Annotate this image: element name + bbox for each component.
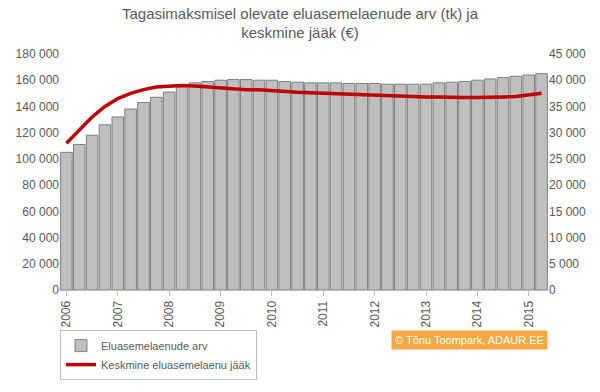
svg-text:160 000: 160 000 (16, 73, 60, 87)
svg-text:80 000: 80 000 (22, 178, 59, 192)
svg-text:100 000: 100 000 (16, 152, 60, 166)
svg-text:15 000: 15 000 (549, 205, 586, 219)
svg-text:Eluasemelaenude arv: Eluasemelaenude arv (101, 340, 208, 352)
svg-text:2011: 2011 (316, 300, 330, 326)
svg-text:Tagasimaksmisel olevate eluase: Tagasimaksmisel olevate eluasemelaenude … (122, 5, 479, 42)
svg-text:140 000: 140 000 (16, 100, 60, 114)
svg-text:2012: 2012 (368, 300, 382, 327)
svg-text:0: 0 (549, 283, 556, 297)
svg-text:20 000: 20 000 (22, 257, 59, 271)
svg-text:25 000: 25 000 (549, 152, 586, 166)
svg-text:2010: 2010 (265, 300, 279, 327)
svg-text:2009: 2009 (213, 300, 227, 327)
svg-text:5 000: 5 000 (549, 257, 579, 271)
svg-text:40 000: 40 000 (22, 231, 59, 245)
svg-text:45 000: 45 000 (549, 47, 586, 61)
svg-text:180 000: 180 000 (16, 47, 60, 61)
svg-text:2008: 2008 (162, 300, 176, 327)
svg-text:30 000: 30 000 (549, 126, 586, 140)
svg-text:Keskmine eluasemelaenu jääk: Keskmine eluasemelaenu jääk (101, 359, 251, 371)
svg-text:© Tõnu Toompark, ADAUR.EE: © Tõnu Toompark, ADAUR.EE (395, 334, 544, 346)
svg-text:60 000: 60 000 (22, 205, 59, 219)
svg-text:120 000: 120 000 (16, 126, 60, 140)
svg-text:35 000: 35 000 (549, 100, 586, 114)
svg-text:20 000: 20 000 (549, 178, 586, 192)
svg-text:2013: 2013 (419, 300, 433, 327)
svg-text:2007: 2007 (111, 300, 125, 327)
svg-text:2006: 2006 (59, 300, 73, 327)
svg-text:10 000: 10 000 (549, 231, 586, 245)
svg-text:2014: 2014 (470, 300, 484, 327)
svg-text:0: 0 (52, 283, 59, 297)
svg-text:40 000: 40 000 (549, 73, 586, 87)
svg-text:2015: 2015 (522, 300, 536, 327)
